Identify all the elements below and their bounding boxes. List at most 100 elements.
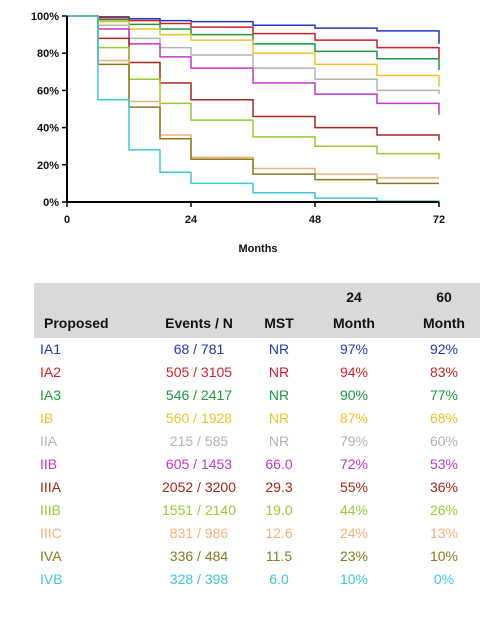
x-tick-label: 0: [64, 214, 70, 226]
month-24-cell: 55%: [339, 479, 369, 495]
mst-cell: 6.0: [269, 571, 289, 587]
events-cell: 546 / 2417: [165, 387, 233, 403]
table-row: IIIB 1551 / 2140 19.0 44% 26%: [34, 499, 480, 522]
events-cell: 1551 / 2140: [162, 502, 236, 518]
y-tick-label: 40%: [37, 123, 59, 135]
month-60-cell: 53%: [429, 456, 459, 472]
x-tick-label: 72: [433, 214, 445, 226]
mst-cell: NR: [268, 387, 290, 403]
stage-cell: IIA: [40, 433, 58, 449]
mst-cell: NR: [268, 433, 290, 449]
table-row: IVA 336 / 484 11.5 23% 10%: [34, 545, 480, 568]
axis-ticks: 0% 20% 40% 60% 80% 100% 0 24 48 72: [31, 11, 445, 226]
month-60-cell: 60%: [429, 433, 459, 449]
header-24-month-line2: Month: [333, 315, 375, 331]
month-24-cell: 24%: [339, 525, 369, 541]
events-cell: 560 / 1928: [165, 410, 233, 426]
table-row: IA2 505 / 3105 NR 94% 83%: [34, 361, 480, 384]
header-60-month-line2: Month: [423, 315, 465, 331]
events-cell: 328 / 398: [169, 571, 229, 587]
month-24-cell: 72%: [339, 456, 369, 472]
y-tick-label: 60%: [37, 85, 59, 97]
month-24-cell: 97%: [339, 341, 369, 357]
table-row: IB 560 / 1928 NR 87% 68%: [34, 407, 480, 430]
month-60-cell: 92%: [429, 341, 459, 357]
mst-cell: NR: [268, 341, 290, 357]
table-row: IIB 605 / 1453 66.0 72% 53%: [34, 453, 480, 476]
events-cell: 605 / 1453: [165, 456, 233, 472]
month-60-cell: 26%: [429, 502, 459, 518]
curve-iva: [67, 15, 439, 185]
mst-cell: 11.5: [265, 548, 293, 564]
events-cell: 336 / 484: [169, 548, 229, 564]
month-60-cell: 13%: [429, 525, 459, 541]
x-axis-title: Months: [238, 243, 277, 255]
stage-cell: IVB: [40, 571, 63, 587]
header-24-month-line1: 24: [346, 289, 362, 305]
table-row: IA1 68 / 781 NR 97% 92%: [34, 338, 480, 361]
month-24-cell: 10%: [339, 571, 369, 587]
y-tick-label: 20%: [37, 160, 59, 172]
y-tick-label: 0%: [43, 197, 59, 209]
month-60-cell: 0%: [433, 571, 455, 587]
month-24-cell: 44%: [339, 502, 369, 518]
curve-ia1: [67, 15, 440, 44]
month-24-cell: 90%: [339, 387, 369, 403]
stage-cell: IIIC: [40, 525, 62, 541]
month-60-cell: 36%: [429, 479, 459, 495]
table-row: IIIC 831 / 986 12.6 24% 13%: [34, 522, 480, 545]
curve-iib: [67, 15, 440, 115]
stage-cell: IIB: [40, 456, 58, 472]
stage-cell: IIIA: [40, 479, 62, 495]
events-cell: 215 / 585: [169, 433, 229, 449]
mst-cell: 29.3: [265, 479, 293, 495]
table-row: IA3 546 / 2417 NR 90% 77%: [34, 384, 480, 407]
mst-cell: 19.0: [265, 502, 293, 518]
x-tick-label: 48: [309, 214, 321, 226]
stage-cell: IVA: [40, 548, 62, 564]
header-60-month-line1: 60: [436, 289, 452, 305]
table-row: IIA 215 / 585 NR 79% 60%: [34, 430, 480, 453]
table-row: IIIA 2052 / 3200 29.3 55% 36%: [34, 476, 480, 499]
y-tick-label: 100%: [31, 11, 59, 23]
curve-ib: [67, 15, 440, 87]
y-tick-label: 80%: [37, 48, 59, 60]
month-60-cell: 83%: [429, 364, 459, 380]
month-60-cell: 10%: [429, 548, 459, 564]
mst-cell: NR: [268, 410, 290, 426]
events-cell: 505 / 3105: [165, 364, 233, 380]
events-cell: 2052 / 3200: [162, 479, 236, 495]
header-24-month: 24 Month: [319, 289, 389, 331]
month-60-cell: 68%: [429, 410, 459, 426]
table-body: IA1 68 / 781 NR 97% 92% IA2 505 / 3105 NR 94% 83%…: [34, 338, 480, 591]
header-events: Events / N: [165, 315, 233, 331]
mst-cell: NR: [268, 364, 290, 380]
stage-cell: IA3: [40, 387, 62, 403]
table-header: Proposed Events / N MST 24 Month 60 Mont…: [34, 283, 480, 338]
month-60-cell: 77%: [429, 387, 459, 403]
mst-cell: 66.0: [265, 456, 293, 472]
table-row: IVB 328 / 398 6.0 10% 0%: [34, 568, 480, 591]
month-24-cell: 23%: [339, 548, 369, 564]
survival-curves: [67, 15, 440, 202]
stage-cell: IB: [40, 410, 54, 426]
stage-cell: IIIB: [40, 502, 62, 518]
survival-chart: 0% 20% 40% 60% 80% 100% 0 24 48 72 Months: [31, 11, 445, 255]
mst-cell: 12.6: [265, 525, 293, 541]
month-24-cell: 94%: [339, 364, 369, 380]
events-cell: 831 / 986: [169, 525, 229, 541]
header-60-month: 60 Month: [409, 289, 479, 331]
summary-table: Proposed Events / N MST 24 Month 60 Mont…: [34, 283, 480, 591]
curve-iiia: [67, 15, 440, 141]
month-24-cell: 87%: [339, 410, 369, 426]
x-tick-label: 24: [185, 214, 198, 226]
header-mst: MST: [264, 315, 294, 331]
curve-ia2: [67, 15, 440, 59]
header-proposed: Proposed: [44, 315, 109, 331]
month-24-cell: 79%: [339, 433, 369, 449]
curve-iia: [67, 15, 440, 95]
curve-ivb: [67, 15, 440, 202]
stage-cell: IA1: [40, 341, 62, 357]
events-cell: 68 / 781: [173, 341, 225, 357]
stage-cell: IA2: [40, 364, 62, 380]
